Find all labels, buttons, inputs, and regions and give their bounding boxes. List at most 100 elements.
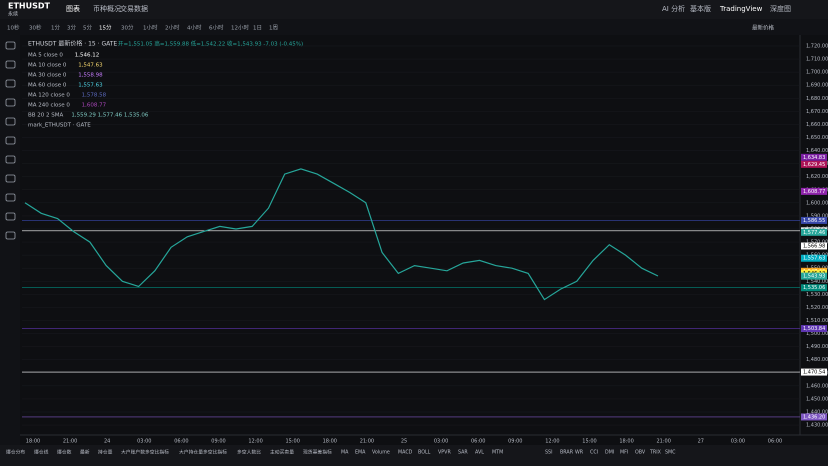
bottom-indicator[interactable]: EMA <box>355 450 366 456</box>
tool-icon[interactable] <box>5 136 16 145</box>
price-label-bg <box>801 272 827 280</box>
bottom-indicator[interactable]: SSI <box>545 450 553 456</box>
tool-icon[interactable] <box>5 79 16 88</box>
interval[interactable]: 3分 <box>67 24 76 32</box>
indicator-name: MA 10 close 0 <box>28 63 67 69</box>
bottom-indicator[interactable]: DMI <box>605 450 614 456</box>
bottom-indicator[interactable]: 爆仓数 <box>57 449 72 456</box>
bottom-indicator[interactable]: MA <box>341 450 349 456</box>
interval[interactable]: 30秒 <box>29 24 42 32</box>
y-tick-label: 1,520.00 <box>806 305 828 311</box>
interval[interactable]: 1周 <box>269 25 278 32</box>
tool-icon[interactable] <box>5 41 16 50</box>
tool-icon[interactable] <box>5 60 16 69</box>
bottom-indicator[interactable]: BOLL <box>418 450 431 456</box>
interval[interactable]: 1小时 <box>143 24 158 32</box>
y-tick-label: 1,660.00 <box>806 122 828 128</box>
interval[interactable]: 5分 <box>83 24 92 32</box>
interval[interactable]: 1分 <box>51 24 60 32</box>
indicator-value: 1,546.12 <box>75 53 100 59</box>
y-tick-label: 1,480.00 <box>806 357 828 363</box>
header-button[interactable]: 深度图 <box>770 4 791 13</box>
bottom-indicator[interactable]: MACD <box>398 450 413 456</box>
close-line <box>24 168 659 301</box>
x-tick-label: 09:00 <box>211 439 225 445</box>
symbol[interactable]: ETHUSDT <box>8 2 51 11</box>
bottom-indicator[interactable]: TRIX <box>649 450 662 456</box>
price-label: 1,535.06 <box>803 285 825 291</box>
bottom-indicator[interactable]: OBV <box>635 450 646 456</box>
y-tick-label: 1,600.00 <box>806 200 828 206</box>
x-tick-label: 15:00 <box>582 439 596 445</box>
price-label: 1,503.84 <box>803 326 825 332</box>
y-tick-label: 1,710.00 <box>806 57 828 63</box>
bottom-indicator[interactable]: MFI <box>620 450 628 456</box>
tab[interactable]: 交易数据 <box>120 4 148 13</box>
price-label-bg <box>801 254 827 262</box>
bottom-indicator[interactable]: 大户账户数多空比指标 <box>121 449 169 456</box>
interval[interactable]: 15分 <box>99 24 112 32</box>
subtitle: 永续 <box>8 11 18 18</box>
interval[interactable]: 2小时 <box>165 24 180 32</box>
y-tick-label: 1,640.00 <box>806 148 828 154</box>
indicator-value: 1,558.98 <box>78 73 103 79</box>
indicator-value: 1,557.63 <box>78 83 103 89</box>
bottom-indicator[interactable]: 主动买卖量 <box>270 449 294 456</box>
top-bar <box>0 0 828 19</box>
tool-icon[interactable] <box>5 212 16 221</box>
price-label: 1,634.83 <box>803 155 825 161</box>
interval[interactable]: 6小时 <box>209 24 224 32</box>
price-label-bg <box>801 160 827 168</box>
x-tick-label: 18:00 <box>323 439 337 445</box>
tab[interactable]: 图表 <box>66 4 80 13</box>
bottom-indicator[interactable]: 爆仓分布 <box>6 449 25 456</box>
tool-icon[interactable] <box>5 193 16 202</box>
legend-title: ETHUSDT 最新价格 · 15 · GATE <box>28 40 117 48</box>
indicator-name: MA 30 close 0 <box>28 73 67 79</box>
tool-icon[interactable] <box>5 117 16 126</box>
interval[interactable]: 4小时 <box>187 24 202 32</box>
indicator-value: 1,608.77 <box>82 103 107 109</box>
interval[interactable]: 12小时 <box>231 24 249 32</box>
interval[interactable]: 10秒 <box>7 24 20 32</box>
tool-icon[interactable] <box>5 155 16 164</box>
bottom-indicator[interactable]: BRAR <box>560 450 574 456</box>
price-label: 1,577.46 <box>803 230 825 236</box>
bottom-indicator[interactable]: 爆仓线 <box>34 449 49 456</box>
bottom-indicator[interactable]: SMC <box>665 450 676 456</box>
price-label: 1,470.54 <box>803 370 825 376</box>
header-button[interactable]: 基本版 <box>690 4 711 13</box>
bottom-indicator[interactable]: 最新 <box>80 449 90 456</box>
bottom-indicator[interactable]: SAR <box>458 450 468 456</box>
tool-icon[interactable] <box>5 174 16 183</box>
bottom-indicator[interactable]: 持仓量 <box>98 449 113 456</box>
interval[interactable]: 30分 <box>121 24 134 32</box>
price-label: 1,436.20 <box>803 414 825 420</box>
x-tick-label: 21:00 <box>63 439 77 445</box>
x-tick-label: 18:00 <box>26 439 40 445</box>
y-tick-label: 1,540.00 <box>806 279 828 285</box>
header-button[interactable]: AI 分析 <box>662 4 685 13</box>
bottom-indicator[interactable]: 现货基差指标 <box>303 449 332 456</box>
y-tick-label: 1,440.00 <box>806 409 828 415</box>
bottom-indicator[interactable]: AVL <box>475 450 484 456</box>
x-tick-label: 25 <box>401 439 407 445</box>
indicator-name: BB 20 2 SMA <box>28 113 64 119</box>
bottom-indicator[interactable]: 多空人数比 <box>237 449 261 456</box>
y-tick-label: 1,700.00 <box>806 70 828 76</box>
bottom-indicator[interactable]: MTM <box>492 450 503 456</box>
price-type[interactable]: 最新价格 <box>752 24 775 32</box>
tool-icon[interactable] <box>5 231 16 240</box>
bottom-indicator[interactable]: WR <box>575 450 584 456</box>
tool-icon[interactable] <box>5 98 16 107</box>
bottom-indicator[interactable]: VPVR <box>438 450 451 456</box>
header-button[interactable]: TradingView <box>719 5 763 13</box>
bottom-indicator[interactable]: CCI <box>590 450 598 456</box>
bottom-indicator[interactable]: 大户持仓量多空比指标 <box>179 449 227 456</box>
indicator-value: 1,547.63 <box>78 63 103 69</box>
indicator-name: MA 120 close 0 <box>28 93 70 99</box>
indicator-value: 1,559.29 1,577.46 1,535.06 <box>71 113 148 119</box>
bottom-indicator[interactable]: Volume <box>372 450 390 456</box>
interval[interactable]: 1日 <box>253 25 262 32</box>
tab[interactable]: 币种概况 <box>93 4 121 13</box>
